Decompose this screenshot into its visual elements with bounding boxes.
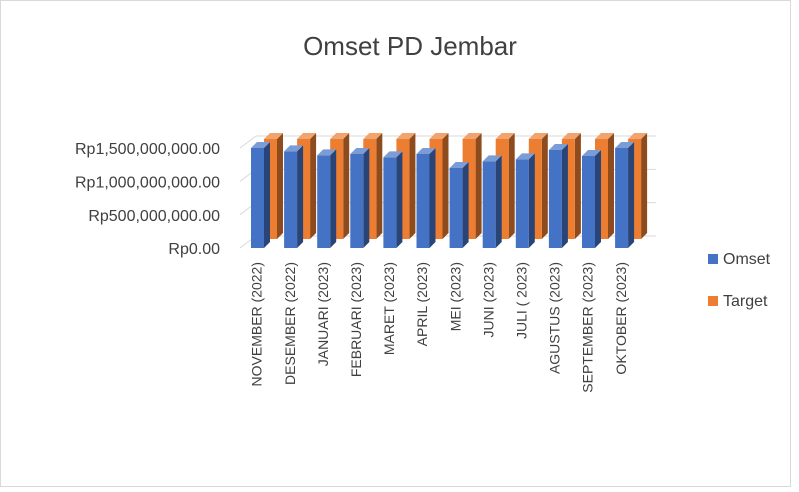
bar-face [449,168,463,248]
chart-title: Omset PD Jembar [303,31,517,61]
bar-face [409,133,416,239]
x-tick-label: JULI ( 2023) [514,262,530,339]
bar-face [541,133,548,239]
bar-face [641,133,648,239]
bar-face [264,142,270,248]
bar [548,144,568,248]
bar [251,142,270,248]
bar-face [251,142,270,148]
bar-face [449,162,469,168]
bar-face [515,159,529,248]
bar [582,150,601,248]
x-tick-label: JANUARI (2023) [315,262,331,366]
bar-face [582,156,595,248]
bar-face [310,133,317,239]
bar [449,162,469,248]
y-tick-label: Rp0.00 [168,241,220,258]
bar [515,153,535,248]
bar-face [330,133,350,139]
y-tick-label: Rp1,500,000,000.00 [75,141,220,158]
bar-face [528,153,535,248]
bar-face [350,148,370,154]
bar-face [284,145,304,152]
bar-face [515,153,535,160]
bar-face [363,148,370,248]
bar-face [317,155,331,248]
bar-face [251,148,264,248]
bar [317,149,337,248]
legend-swatch [708,254,718,264]
x-tick-label: MARET (2023) [381,262,397,355]
bar [284,145,304,248]
bar-face [383,151,403,158]
bar-face [561,133,581,139]
bar-face [297,145,304,248]
bar-face [462,133,482,139]
bar-face [416,148,436,154]
bar-face [317,149,337,156]
bar-face [495,133,515,139]
bar-face [416,154,430,248]
x-tick-label: APRIL (2023) [414,262,430,346]
legend-swatch [708,296,718,306]
bar-face [495,155,502,248]
grid-line [239,135,656,149]
bar-face [277,133,283,239]
bar-face [264,133,283,139]
bar-face [383,157,397,248]
bar [416,148,436,248]
bar [482,155,502,248]
bar-face [376,133,383,239]
bar-face [595,150,601,248]
legend-label: Omset [723,251,771,268]
bar-face [548,144,568,150]
bar-face [475,133,482,239]
bar-face [429,133,449,139]
x-tick-label: AGUSTUS (2023) [547,262,563,374]
x-tick-label: FEBRUARI (2023) [348,262,364,377]
bar-face [595,133,614,139]
bar-face [482,161,496,248]
x-tick-label: SEPTEMBER (2023) [580,262,596,393]
bar-face [615,148,629,248]
bar-face [350,154,364,248]
x-tick-label: OKTOBER (2023) [613,262,629,375]
legend-label: Target [723,293,768,310]
x-tick-label: NOVEMBER (2022) [249,262,265,386]
bar-face [330,149,337,248]
bar-face [615,142,635,148]
bar-face [628,133,648,139]
bar-face [574,133,581,239]
y-tick-label: Rp1,000,000,000.00 [75,175,220,192]
bar-face [343,133,350,239]
bar-face [561,144,568,248]
bar-face [548,150,562,248]
x-tick-label: JUNI (2023) [480,262,496,337]
bar-face [363,133,383,139]
bar [350,148,370,248]
bar [383,151,403,248]
bar-face [396,151,403,248]
bar-face [528,133,548,139]
bar-face [462,162,469,248]
bar-face [608,133,614,239]
bar-face [284,151,298,248]
bar-face [442,133,449,239]
x-tick-label: DESEMBER (2022) [282,262,298,385]
x-tick-label: MEI (2023) [447,262,463,331]
bar-face [429,148,436,248]
bar-face [508,133,515,239]
y-tick-label: Rp500,000,000.00 [88,208,220,225]
bar-face [482,155,502,162]
bar-face [628,142,635,248]
bar-face [297,133,317,139]
bar-face [396,133,416,139]
bar [615,142,635,248]
bar-face [582,150,601,156]
